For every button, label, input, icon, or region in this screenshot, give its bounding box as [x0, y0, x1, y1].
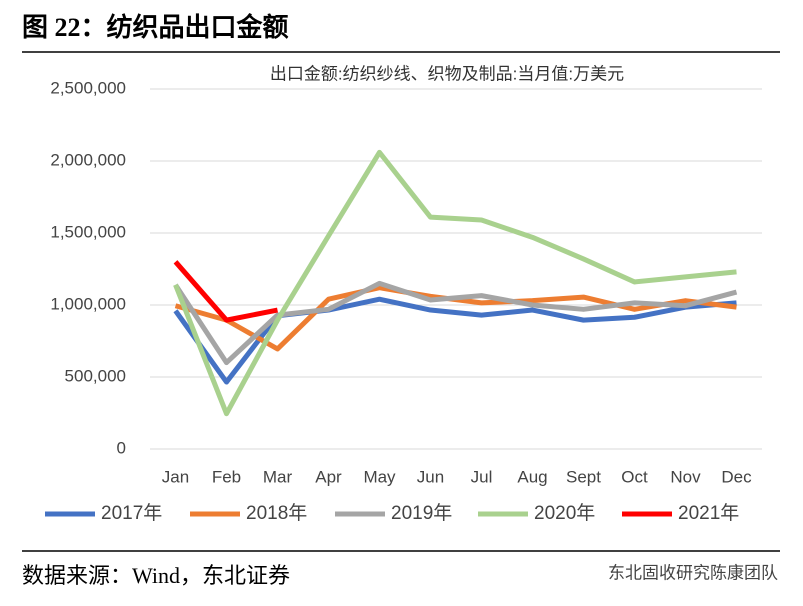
y-tick-label: 0: [117, 438, 126, 457]
y-tick-label: 2,500,000: [50, 78, 126, 97]
source: 数据来源：Wind，东北证券: [22, 563, 290, 588]
x-tick-label: Sept: [566, 467, 601, 486]
legend-label: 2018年: [246, 502, 307, 524]
y-tick-label: 2,000,000: [50, 150, 126, 169]
series-line: [173, 149, 737, 417]
x-tick-label: Oct: [621, 467, 648, 486]
legend-label: 2021年: [678, 502, 739, 524]
x-tick-label: Feb: [212, 467, 241, 486]
legend-label: 2020年: [534, 502, 595, 524]
x-tick-label: Dec: [721, 467, 752, 486]
y-tick-label: 500,000: [65, 366, 126, 385]
series-line: [173, 280, 738, 366]
x-tick-label: May: [363, 467, 396, 486]
x-tick-label: Nov: [670, 467, 701, 486]
legend-label: 2017年: [101, 502, 162, 524]
x-tick-label: Jul: [471, 467, 493, 486]
series-line: [173, 260, 278, 323]
x-tick-label: Jan: [162, 467, 189, 486]
x-tick-label: Apr: [315, 467, 342, 486]
x-tick-label: Jun: [417, 467, 444, 486]
y-tick-label: 1,000,000: [50, 294, 126, 313]
series-line: [173, 296, 737, 385]
chart-title: 出口金额:纺织纱线、织物及制品:当月值:万美元: [270, 64, 624, 83]
legend-label: 2019年: [391, 502, 452, 524]
watermark: 东北固收研究陈康团队: [608, 563, 778, 582]
y-tick-label: 1,500,000: [50, 222, 126, 241]
x-tick-label: Aug: [517, 467, 547, 486]
page-title: 图 22：纺织品出口金额: [22, 12, 289, 42]
x-tick-label: Mar: [263, 467, 293, 486]
